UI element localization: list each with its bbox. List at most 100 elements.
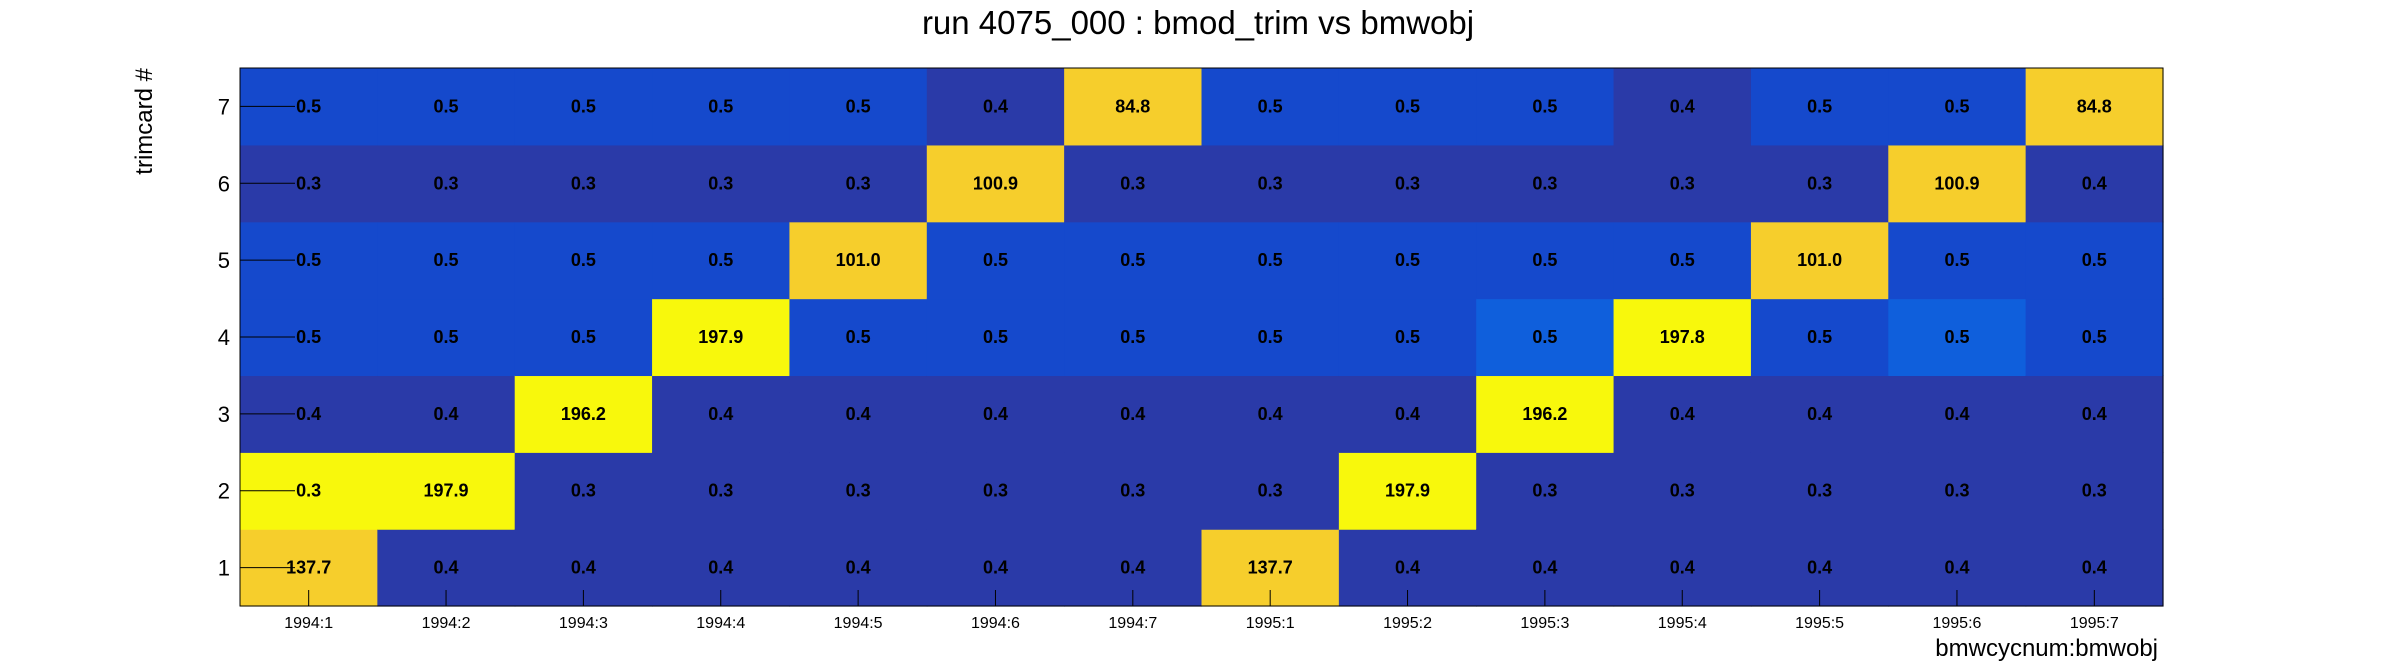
- cell-value-label: 84.8: [1115, 96, 1150, 116]
- cell-value-label: 0.5: [1807, 96, 1832, 116]
- x-tick-label: 1994:6: [971, 615, 1020, 632]
- heatmap-cell: [926, 298, 1065, 377]
- cell-value-label: 0.5: [846, 96, 871, 116]
- cell-value-label: 0.3: [434, 173, 459, 193]
- cell-value-label: 0.3: [1944, 481, 1969, 501]
- heatmap-cell: [1888, 452, 2027, 530]
- cell-value-label: 0.5: [571, 250, 596, 270]
- cell-value-label: 0.3: [1807, 481, 1832, 501]
- heatmap-cell: [1888, 375, 2027, 453]
- heatmap-cell: [377, 144, 516, 223]
- heatmap-cell: [2025, 298, 2164, 377]
- heatmap-cell: [1613, 144, 1752, 223]
- heatmap-cell: [514, 375, 653, 453]
- heatmap-cell: [1201, 68, 1340, 146]
- cell-value-label: 0.5: [2082, 250, 2107, 270]
- heatmap-cell: [1750, 221, 1889, 300]
- cell-value-label: 100.9: [973, 173, 1018, 193]
- cell-value-labels: 137.7 0.3 0.4 0.5 0.5 0.3 0.5 0.4 197.9 0.4 0.5 0.5…: [286, 96, 2112, 577]
- cell-value-label: 0.5: [296, 327, 321, 347]
- heatmap-cell: [1750, 375, 1889, 453]
- cell-value-label: 0.5: [708, 96, 733, 116]
- cell-value-label: 0.4: [1395, 404, 1420, 424]
- cell-value-label: 0.5: [434, 327, 459, 347]
- x-tick-label: 1995:7: [2070, 615, 2119, 632]
- heatmap-cell: [377, 375, 516, 453]
- heatmap-cell: [926, 375, 1065, 453]
- x-tick-label: 1995:1: [1246, 615, 1295, 632]
- heatmap-cell: [1613, 221, 1752, 300]
- heatmap-cell: [652, 298, 791, 377]
- cell-value-label: 0.5: [571, 96, 596, 116]
- heatmap-cells: [240, 68, 2164, 607]
- cell-value-label: 0.5: [1532, 327, 1557, 347]
- x-tick-label: 1994:3: [559, 615, 608, 632]
- heatmap-cell: [652, 452, 791, 530]
- heatmap-cell: [926, 221, 1065, 300]
- cell-value-label: 0.5: [1395, 250, 1420, 270]
- heatmap-cell: [1064, 452, 1203, 530]
- heatmap-cell: [2025, 375, 2164, 453]
- cell-value-label: 0.3: [571, 481, 596, 501]
- cell-value-label: 0.3: [571, 173, 596, 193]
- heatmap-cell: [1201, 375, 1340, 453]
- heatmap-cell: [1476, 68, 1615, 146]
- cell-value-label: 0.5: [1258, 250, 1283, 270]
- cell-value-label: 197.9: [698, 327, 743, 347]
- cell-value-label: 101.0: [1797, 250, 1842, 270]
- plot-frame: [239, 67, 2164, 607]
- x-axis-ticks: 1994:1 1994:2 1994:3 1994:4 1994:5 1994:6 1994…: [284, 590, 2119, 632]
- heatmap-cell: [1064, 68, 1203, 146]
- y-axis-ticks: 1 2 3 4 5 6 7: [218, 94, 295, 581]
- x-tick-label: 1995:5: [1795, 615, 1844, 632]
- cell-value-label: 0.3: [846, 481, 871, 501]
- heatmap-cell: [789, 144, 928, 223]
- x-tick-label: 1994:4: [696, 615, 745, 632]
- y-tick-label: 2: [218, 479, 230, 504]
- cell-value-label: 0.3: [2082, 481, 2107, 501]
- cell-value-label: 196.2: [1522, 404, 1567, 424]
- heatmap-cell: [1750, 144, 1889, 223]
- y-tick-label: 6: [218, 171, 230, 196]
- heatmap-cell: [652, 375, 791, 453]
- x-tick-label: 1994:5: [834, 615, 883, 632]
- cell-value-label: 0.5: [983, 327, 1008, 347]
- heatmap-cell: [1338, 452, 1477, 530]
- heatmap-cell: [1338, 68, 1477, 146]
- cell-value-label: 0.3: [708, 481, 733, 501]
- heatmap-cell: [1476, 221, 1615, 300]
- heatmap-cell: [1476, 452, 1615, 530]
- heatmap-cell: [1476, 298, 1615, 377]
- cell-value-label: 0.3: [1258, 173, 1283, 193]
- cell-value-label: 0.4: [2082, 173, 2107, 193]
- heatmap-cell: [1201, 144, 1340, 223]
- heatmap-cell: [1064, 144, 1203, 223]
- cell-value-label: 101.0: [836, 250, 881, 270]
- heatmap-cell: [514, 68, 653, 146]
- heatmap-cell: [926, 452, 1065, 530]
- cell-value-label: 0.4: [1807, 404, 1832, 424]
- cell-value-label: 0.5: [1532, 96, 1557, 116]
- cell-value-label: 0.5: [2082, 327, 2107, 347]
- y-tick-label: 1: [218, 556, 230, 581]
- cell-value-label: 0.4: [1120, 404, 1145, 424]
- x-tick-label: 1995:6: [1932, 615, 1981, 632]
- heatmap-cell: [2025, 221, 2164, 300]
- cell-value-label: 0.3: [1532, 173, 1557, 193]
- cell-value-label: 137.7: [1248, 558, 1293, 578]
- y-tick-label: 3: [218, 402, 230, 427]
- heatmap-cell: [789, 452, 928, 530]
- cell-value-label: 0.4: [708, 404, 733, 424]
- heatmap-cell: [377, 221, 516, 300]
- cell-value-label: 84.8: [2077, 96, 2112, 116]
- cell-value-label: 0.3: [983, 481, 1008, 501]
- heatmap-cell: [1064, 375, 1203, 453]
- heatmap-cell: [652, 144, 791, 223]
- cell-value-label: 0.3: [1120, 481, 1145, 501]
- cell-value-label: 0.5: [1532, 250, 1557, 270]
- cell-value-label: 197.8: [1660, 327, 1705, 347]
- heatmap-cell: [1888, 298, 2027, 377]
- heatmap-cell: [1064, 298, 1203, 377]
- heatmap-cell: [1888, 221, 2027, 300]
- heatmap-cell: [1613, 298, 1752, 377]
